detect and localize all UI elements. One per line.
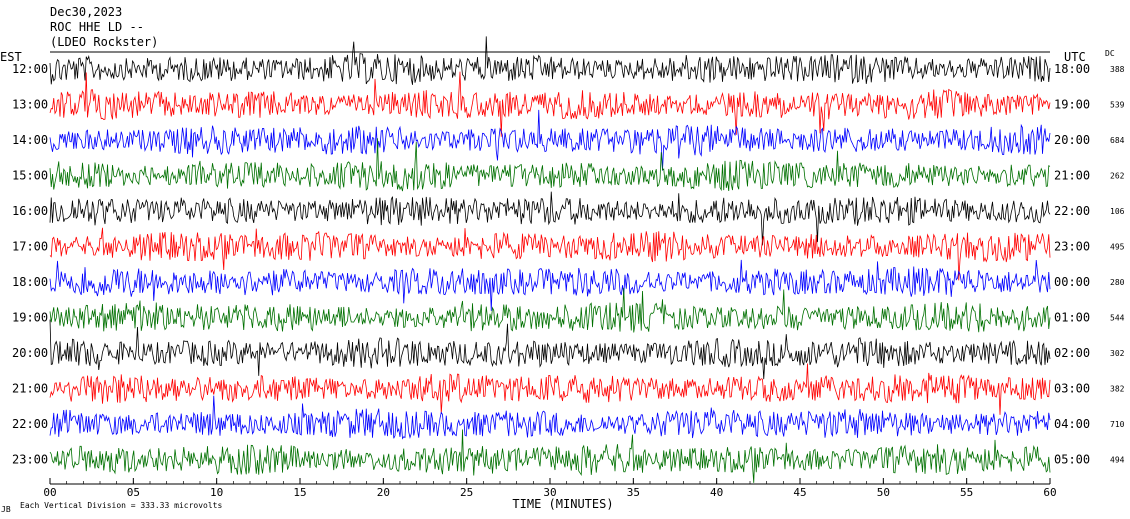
dc-value: 302 — [1110, 349, 1125, 358]
trace-row-1700 — [49, 227, 1051, 281]
dc-value: 684 — [1110, 136, 1125, 145]
footer-mark: JB — [1, 505, 11, 514]
utc-hour-label: 04:00 — [1054, 417, 1090, 431]
utc-hour-label: 01:00 — [1054, 311, 1090, 325]
date-label: Dec30,2023 — [50, 5, 122, 19]
trace-row-2200 — [49, 395, 1051, 440]
utc-hour-label: 05:00 — [1054, 453, 1090, 467]
dc-header: DC — [1105, 49, 1115, 58]
trace-row-1400 — [49, 109, 1051, 171]
x-tick-label: 50 — [877, 486, 890, 499]
est-hour-label: 12:00 — [12, 62, 48, 76]
dc-value: 388 — [1110, 65, 1125, 74]
utc-hour-label: 23:00 — [1054, 240, 1090, 254]
est-hour-label: 13:00 — [12, 98, 48, 112]
dc-value: 539 — [1110, 101, 1125, 110]
x-tick-label: 55 — [960, 486, 973, 499]
trace-row-1800 — [49, 259, 1051, 311]
dc-value: 710 — [1110, 420, 1125, 429]
dc-value: 280 — [1110, 278, 1125, 287]
utc-axis-label: UTC — [1064, 50, 1086, 64]
est-hour-label: 14:00 — [12, 133, 48, 147]
utc-hour-label: 19:00 — [1054, 98, 1090, 112]
utc-hour-label: 18:00 — [1054, 62, 1090, 76]
est-axis-label: EST — [0, 50, 22, 64]
dc-value: 262 — [1110, 172, 1125, 181]
x-tick-label: 15 — [293, 486, 306, 499]
trace-row-2300 — [49, 429, 1051, 483]
x-tick-label: 40 — [710, 486, 723, 499]
est-hour-label: 23:00 — [12, 453, 48, 467]
trace-row-1200 — [49, 36, 1051, 85]
est-hour-label: 16:00 — [12, 204, 48, 218]
network-label: (LDEO Rockster) — [50, 35, 158, 49]
x-tick-label: 00 — [43, 486, 56, 499]
x-axis-ticks: 00 05 10 15 20 25 30 35 40 45 50 55 60 — [43, 478, 1057, 499]
x-tick-label: 45 — [793, 486, 806, 499]
x-axis-title: TIME (MINUTES) — [512, 497, 613, 511]
dc-value: 544 — [1110, 314, 1125, 323]
x-tick-label: 20 — [377, 486, 390, 499]
x-tick-label: 35 — [627, 486, 640, 499]
est-hour-label: 18:00 — [12, 275, 48, 289]
trace-row-1600 — [49, 191, 1051, 246]
dc-value: 494 — [1110, 456, 1125, 465]
est-hour-label: 19:00 — [12, 311, 48, 325]
utc-hour-label: 21:00 — [1054, 169, 1090, 183]
x-tick-label: 30 — [543, 486, 556, 499]
station-label: ROC HHE LD -- — [50, 20, 144, 34]
trace-row-2000 — [49, 319, 1051, 380]
trace-row-1300 — [49, 71, 1051, 137]
est-hour-label: 22:00 — [12, 417, 48, 431]
utc-hour-label: 02:00 — [1054, 346, 1090, 360]
utc-hour-label: 00:00 — [1054, 275, 1090, 289]
dc-value: 106 — [1110, 207, 1125, 216]
footer-scale-note: Each Vertical Division = 333.33 microvol… — [20, 501, 222, 510]
dc-value: 495 — [1110, 243, 1125, 252]
utc-hour-label: 22:00 — [1054, 204, 1090, 218]
trace-row-1500 — [49, 138, 1051, 192]
x-tick-label: 05 — [127, 486, 140, 499]
utc-hour-label: 20:00 — [1054, 133, 1090, 147]
trace-row-1900 — [49, 287, 1051, 333]
x-tick-label: 10 — [210, 486, 223, 499]
x-tick-label: 60 — [1043, 486, 1056, 499]
utc-hour-label: 03:00 — [1054, 382, 1090, 396]
trace-group — [49, 36, 1051, 483]
x-tick-label: 25 — [460, 486, 473, 499]
est-hour-label: 17:00 — [12, 240, 48, 254]
est-hour-label: 15:00 — [12, 169, 48, 183]
row-labels: 12:00 18:00 388 13:00 19:00 539 14:00 20:00 684 1… — [12, 62, 1125, 467]
est-hour-label: 21:00 — [12, 382, 48, 396]
est-hour-label: 20:00 — [12, 346, 48, 360]
trace-row-2100 — [49, 363, 1051, 415]
dc-value: 382 — [1110, 385, 1125, 394]
